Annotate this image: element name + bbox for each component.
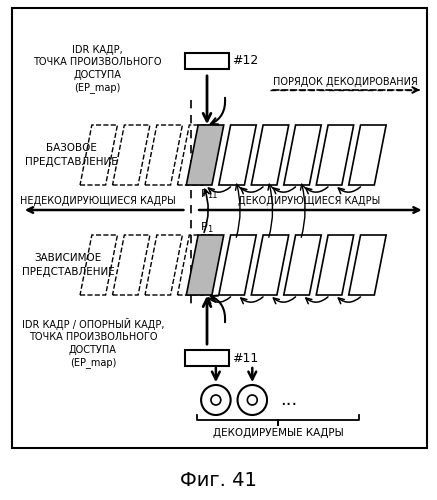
Polygon shape <box>349 125 386 185</box>
Text: ПОРЯДОК ДЕКОДИРОВАНИЯ: ПОРЯДОК ДЕКОДИРОВАНИЯ <box>274 77 418 87</box>
Text: IDR КАДР,
ТОЧКА ПРОИЗВОЛЬНОГО
ДОСТУПА
(EP_map): IDR КАДР, ТОЧКА ПРОИЗВОЛЬНОГО ДОСТУПА (E… <box>34 45 162 93</box>
Polygon shape <box>316 125 354 185</box>
Text: P: P <box>201 189 208 199</box>
Bar <box>12 8 427 448</box>
Polygon shape <box>219 235 256 295</box>
Circle shape <box>201 385 231 415</box>
Text: P: P <box>201 222 208 232</box>
Polygon shape <box>186 125 224 185</box>
Text: #11: #11 <box>232 352 258 364</box>
Polygon shape <box>251 125 289 185</box>
Bar <box>185 53 229 69</box>
Text: 11: 11 <box>207 191 218 200</box>
Text: Фиг. 41: Фиг. 41 <box>180 470 257 490</box>
Circle shape <box>247 395 257 405</box>
Text: ...: ... <box>280 391 297 409</box>
Text: ДЕКОДИРУЕМЫЕ КАДРЫ: ДЕКОДИРУЕМЫЕ КАДРЫ <box>212 428 343 438</box>
Polygon shape <box>284 125 321 185</box>
Text: БАЗОВОЕ
ПРЕДСТАВЛЕНИЕ: БАЗОВОЕ ПРЕДСТАВЛЕНИЕ <box>25 144 118 167</box>
Polygon shape <box>349 235 386 295</box>
Text: #12: #12 <box>232 54 258 68</box>
Text: 1: 1 <box>207 225 212 234</box>
Polygon shape <box>219 125 256 185</box>
Polygon shape <box>284 235 321 295</box>
Polygon shape <box>316 235 354 295</box>
Circle shape <box>211 395 221 405</box>
Polygon shape <box>186 235 224 295</box>
Text: ЗАВИСИМОЕ
ПРЕДСТАВЛЕНИЕ: ЗАВИСИМОЕ ПРЕДСТАВЛЕНИЕ <box>22 254 114 276</box>
Text: ДЕКОДИРУЮЩИЕСЯ КАДРЫ: ДЕКОДИРУЮЩИЕСЯ КАДРЫ <box>238 196 381 206</box>
Polygon shape <box>251 235 289 295</box>
Text: IDR КАДР / ОПОРНЫЙ КАДР,
ТОЧКА ПРОИЗВОЛЬНОГО
ДОСТУПА
(EP_map): IDR КАДР / ОПОРНЫЙ КАДР, ТОЧКА ПРОИЗВОЛЬ… <box>21 318 164 368</box>
Circle shape <box>238 385 267 415</box>
Bar <box>185 350 229 366</box>
Text: НЕДЕКОДИРУЮЩИЕСЯ КАДРЫ: НЕДЕКОДИРУЮЩИЕСЯ КАДРЫ <box>20 196 176 206</box>
